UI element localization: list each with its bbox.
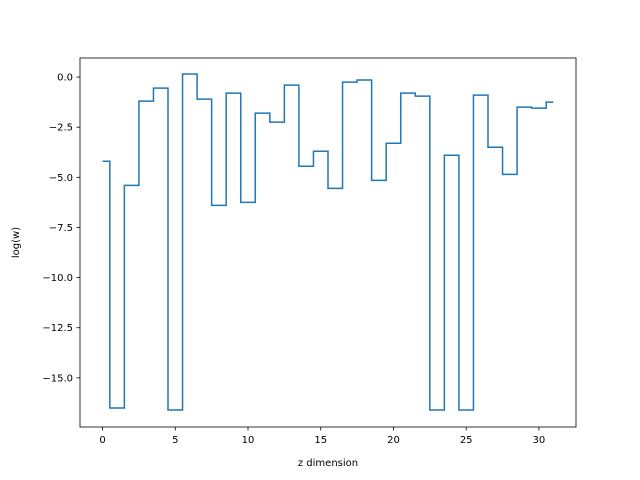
y-tick-label: −10.0 [42,273,73,284]
y-tick-label: −12.5 [42,323,73,334]
x-tick-label: 30 [533,435,546,446]
x-tick-label: 0 [99,435,105,446]
y-tick-label: 0.0 [57,73,73,84]
y-axis-ticks: 0.0 −2.5 −5.0 −7.5 −10.0 −12.5 −15.0 [42,73,80,384]
x-axis-ticks: 0 5 10 15 20 25 30 [99,427,545,446]
x-tick-label: 25 [460,435,473,446]
y-axis-label: log(w) [11,227,22,258]
axes-frame [79,57,577,428]
y-tick-label: −5.0 [49,173,73,184]
y-tick-label: −2.5 [49,123,73,134]
x-tick-label: 20 [387,435,400,446]
x-tick-label: 15 [314,435,327,446]
y-tick-label: −15.0 [42,373,73,384]
y-tick-label: −7.5 [49,223,73,234]
x-tick-label: 5 [172,435,178,446]
x-tick-label: 10 [242,435,255,446]
plot-area [79,57,577,428]
series-line [102,73,554,411]
x-axis-label: z dimension [298,458,358,469]
